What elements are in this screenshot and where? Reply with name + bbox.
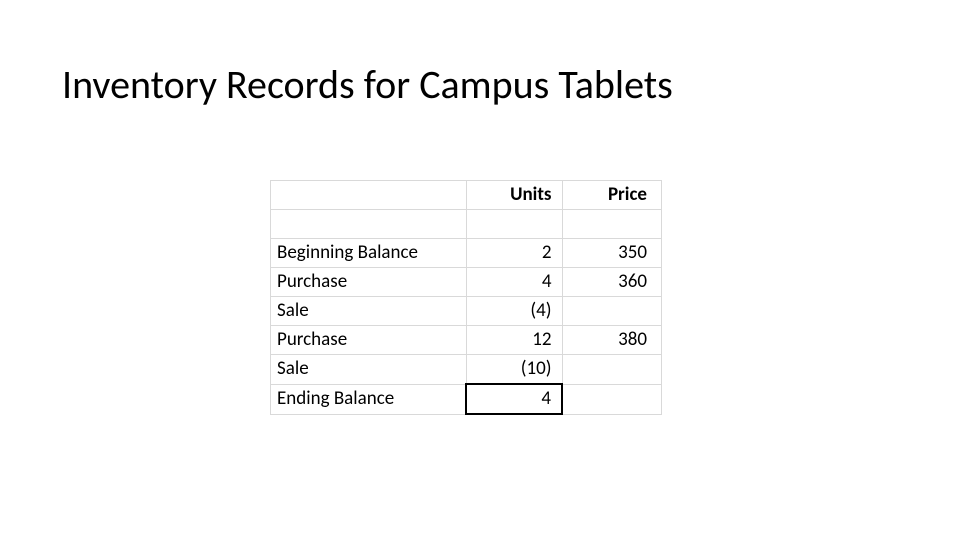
col-header-units: Units (466, 181, 562, 210)
cell-label: Sale (271, 297, 467, 326)
cell-price (562, 355, 662, 385)
cell-empty (466, 210, 562, 239)
table-row: Beginning Balance 2 350 (271, 239, 662, 268)
cell-label: Ending Balance (271, 384, 467, 414)
table-row: Sale (10) (271, 355, 662, 385)
table-row: Ending Balance 4 (271, 384, 662, 414)
cell-units: 12 (466, 326, 562, 355)
slide: Inventory Records for Campus Tablets Uni… (0, 0, 960, 540)
table-row: Purchase 12 380 (271, 326, 662, 355)
cell-price: 360 (562, 268, 662, 297)
cell-units: (4) (466, 297, 562, 326)
cell-units: 2 (466, 239, 562, 268)
cell-empty (271, 210, 467, 239)
cell-label: Beginning Balance (271, 239, 467, 268)
cell-units: 4 (466, 268, 562, 297)
cell-price: 350 (562, 239, 662, 268)
cell-label: Sale (271, 355, 467, 385)
page-title: Inventory Records for Campus Tablets (62, 60, 673, 109)
cell-price (562, 297, 662, 326)
cell-label: Purchase (271, 326, 467, 355)
cell-price: 380 (562, 326, 662, 355)
cell-label: Purchase (271, 268, 467, 297)
col-header-label (271, 181, 467, 210)
table-header-row: Units Price (271, 181, 662, 210)
table-spacer-row (271, 210, 662, 239)
table-row: Sale (4) (271, 297, 662, 326)
col-header-price: Price (562, 181, 662, 210)
cell-units-ending: 4 (466, 384, 562, 414)
table-row: Purchase 4 360 (271, 268, 662, 297)
inventory-table-wrap: Units Price Beginning Balance 2 350 Purc… (270, 180, 662, 415)
cell-empty (562, 210, 662, 239)
cell-price (562, 384, 662, 414)
cell-units: (10) (466, 355, 562, 385)
inventory-table: Units Price Beginning Balance 2 350 Purc… (270, 180, 662, 415)
